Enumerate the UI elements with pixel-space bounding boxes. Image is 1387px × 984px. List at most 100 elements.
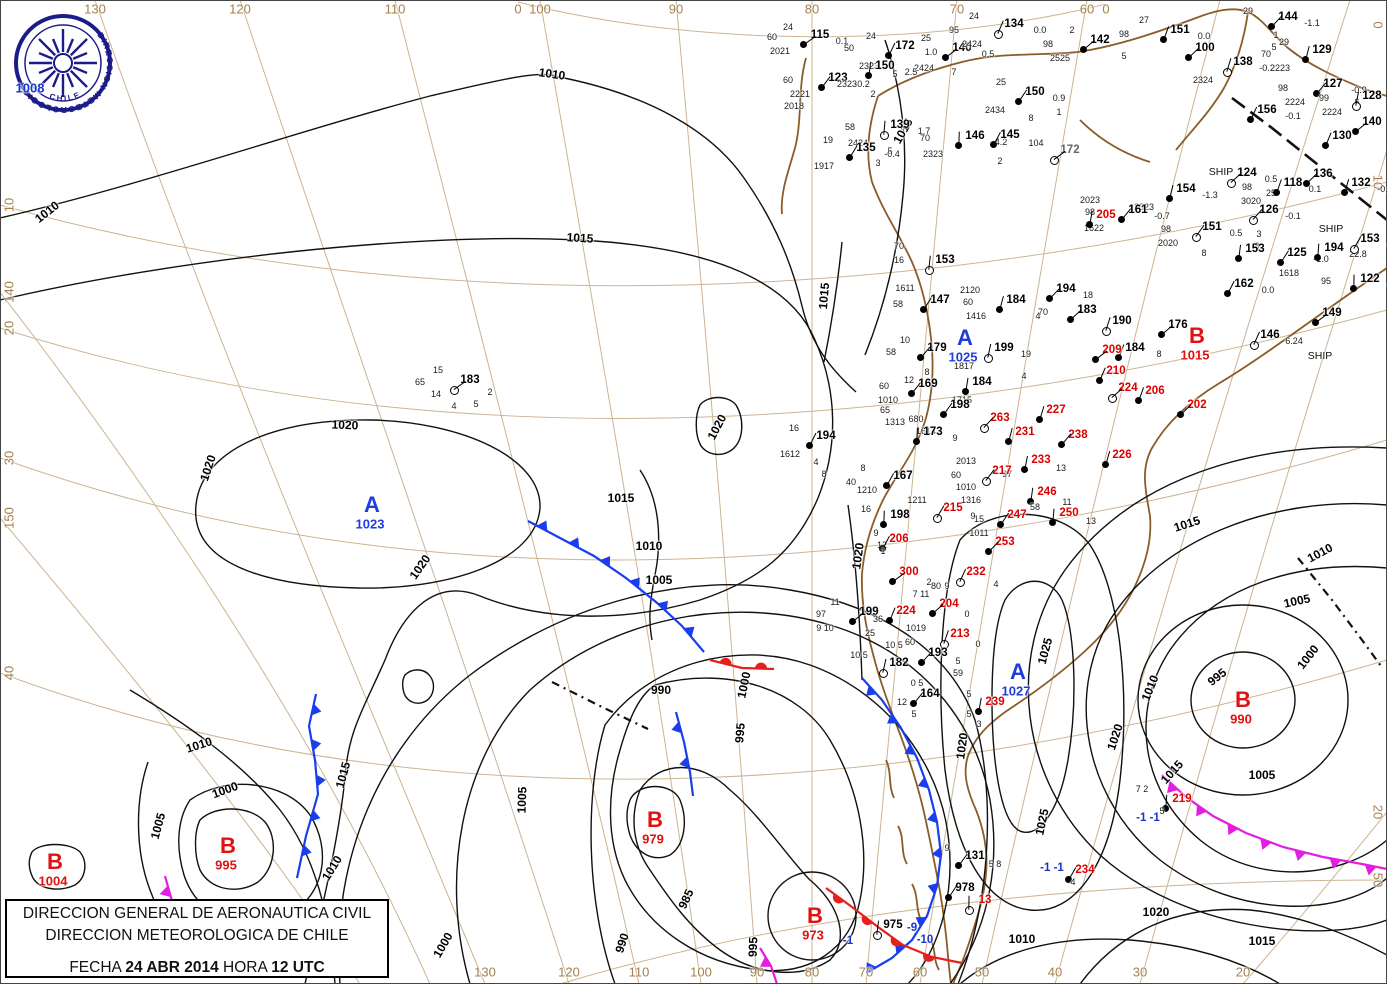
station-id: 215 [943,502,963,514]
station-id: 146 [1260,329,1280,341]
station-value: 1612 [779,449,801,459]
isobar-label: 1020 [1104,722,1126,752]
cold-front-marker [311,703,322,716]
station-value: 0.5 [1264,174,1278,184]
station-value: 2018 [783,101,805,111]
station-value: 1316 [960,495,982,505]
isobar-label: 1010 [1138,672,1162,704]
station-id: 239 [985,696,1005,708]
station-value: 4.2 [994,137,1008,147]
station-circle [450,386,459,395]
isobar-label: 1000 [1294,642,1322,672]
station-id: 115 [810,29,830,41]
station-value: 3 [976,719,982,729]
warm-front-marker [719,657,732,666]
station-value: 98 [1241,182,1253,192]
station-value: 59 [952,668,964,678]
warm-front-marker [923,953,935,962]
agency-line-2: DIRECCION METEOROLOGICA DE CHILE [45,927,349,944]
station-value: 95 [1320,276,1332,286]
station-value: 7 [951,67,957,77]
station-id: 147 [930,294,950,306]
station-id: 128 [1362,90,1382,102]
occluded-front-line [759,947,779,984]
station-value: 1622 [1083,223,1105,233]
ship-label: SHIP [1318,223,1344,235]
station-id: 217 [992,465,1012,477]
station-value: 2424 [847,138,869,148]
cold-front-marker [683,626,695,638]
station-value: 7 11 [912,589,930,599]
station-value: 8 [1201,248,1207,258]
cold-front-marker [866,685,877,696]
station-value: 8 [1254,241,1260,251]
station-value: 2223 [1269,63,1291,73]
isobar-label: 1015 [607,491,635,505]
grid-label-left: 150 [1,507,17,529]
station-value: -1.0 [1313,254,1329,264]
station-value: 1011 [969,528,989,538]
pressure-center-value: 1015 [1180,347,1210,363]
isobar-label: 1020 [197,453,219,483]
high-center-symbol: A [957,325,973,350]
station-value: 9 [952,433,958,443]
station-value: 104 [1028,138,1044,148]
station-id: 184 [972,376,992,388]
grid-label-bottom: 130 [474,964,496,980]
station-value: 58 [885,347,897,357]
station-value: 2023 [1079,195,1101,205]
station-id: 224 [896,605,916,617]
station-circle [1067,316,1074,323]
station-id: 263 [990,412,1010,424]
low-center-symbol: B [220,833,236,858]
station-value: 70 [1260,49,1272,59]
station-id: 154 [1176,183,1196,195]
station-id: 204 [939,598,959,610]
station-id: 138 [1233,56,1253,68]
station-value: 12 [896,697,908,707]
station-id: 118 [1283,177,1303,189]
occluded-front-marker [1294,849,1307,862]
station-id: 167 [893,470,913,482]
station-id: 134 [1004,18,1024,30]
station-id: 194 [1324,242,1344,254]
station-value: 19 [822,135,834,145]
station-id: 150 [875,60,895,72]
station-value: 5 [911,709,917,719]
station-value: 0.0 [1261,285,1275,295]
station-id: 140 [952,42,972,54]
agency-line-1: DIRECCION GENERAL DE AERONAUTICA CIVIL [22,905,372,922]
station-id: 246 [1037,486,1057,498]
station-value: 60 [782,75,794,85]
station-value: 10 [899,335,911,345]
station-id: 176 [1168,319,1188,331]
station-value: 99 [1318,93,1330,103]
station-id: 161 [1128,204,1148,216]
station-id: 144 [1278,11,1298,23]
station-id: -1 -1 [1136,812,1160,824]
station-id: 253 [995,536,1015,548]
station-value: 50 [843,43,855,53]
grid-label-left: 30 [1,450,17,466]
station-value: 9 [944,581,950,591]
isobar-label: 1010 [635,539,663,553]
station-value: 98 [1084,207,1096,217]
station-id: 129 [1312,44,1332,56]
station-id: -10 [916,934,934,946]
isobar-label: 1025 [1032,807,1052,837]
station-value: 2120 [959,285,981,295]
grid-label-top: 0 [1102,1,1110,17]
occluded-front-marker [759,956,772,967]
station-id: 123 [828,72,848,84]
isobar-label: 1010 [537,65,567,83]
station-value: 0.0 [1033,25,1047,35]
station-value: 8 [924,367,930,377]
station-id: 182 [889,657,909,669]
occluded-front-marker [1227,823,1239,836]
station-id: 122 [1360,273,1380,285]
station-id: 300 [899,566,919,578]
grid-label-right: 0 [1370,21,1386,29]
cold-front-marker [927,811,938,824]
low-center-symbol: B [647,807,663,832]
